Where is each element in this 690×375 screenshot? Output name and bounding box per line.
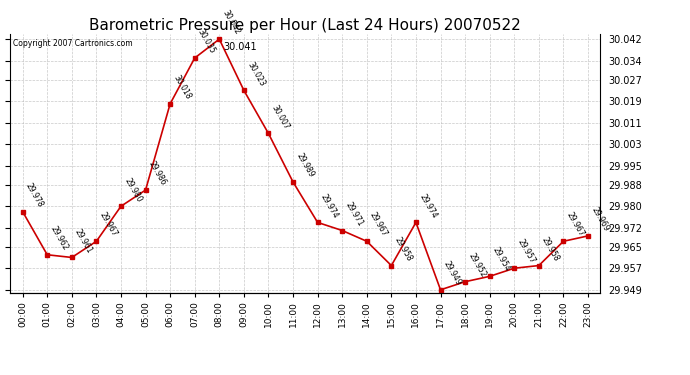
Text: 30.023: 30.023	[245, 60, 266, 88]
Text: 29.969: 29.969	[589, 206, 611, 233]
Text: 29.962: 29.962	[48, 225, 70, 252]
Text: 29.974: 29.974	[417, 192, 438, 220]
Text: Copyright 2007 Cartronics.com: Copyright 2007 Cartronics.com	[13, 39, 133, 48]
Text: 30.007: 30.007	[270, 103, 291, 131]
Text: 29.958: 29.958	[540, 236, 561, 263]
Text: 29.980: 29.980	[122, 176, 144, 204]
Text: 30.018: 30.018	[172, 74, 193, 101]
Text: 29.971: 29.971	[344, 200, 364, 228]
Text: 29.954: 29.954	[491, 246, 512, 273]
Text: 29.952: 29.952	[466, 252, 488, 279]
Text: 29.967: 29.967	[98, 211, 119, 238]
Text: 29.961: 29.961	[73, 227, 95, 255]
Text: 29.949: 29.949	[442, 260, 463, 287]
Text: 29.967: 29.967	[368, 211, 389, 238]
Text: 29.989: 29.989	[295, 152, 315, 179]
Text: 30.035: 30.035	[196, 28, 217, 55]
Title: Barometric Pressure per Hour (Last 24 Hours) 20070522: Barometric Pressure per Hour (Last 24 Ho…	[90, 18, 521, 33]
Text: 29.978: 29.978	[24, 182, 45, 209]
Text: 29.974: 29.974	[319, 192, 340, 220]
Text: 30.042: 30.042	[221, 9, 242, 36]
Text: 29.958: 29.958	[393, 236, 414, 263]
Text: 29.957: 29.957	[515, 238, 537, 266]
Text: 29.967: 29.967	[565, 211, 586, 238]
Text: 29.986: 29.986	[147, 160, 168, 187]
Text: 30.041: 30.041	[223, 42, 257, 52]
